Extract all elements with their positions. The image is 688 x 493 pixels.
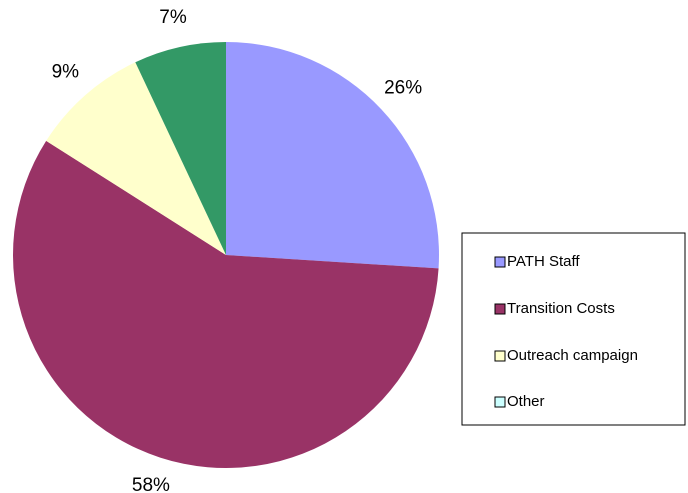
legend-label: Other [507, 393, 545, 410]
data-label: 26% [384, 78, 422, 99]
legend-label: Outreach campaign [507, 347, 638, 364]
data-label: 58% [132, 475, 170, 493]
legend-swatch [494, 350, 506, 362]
data-label: 9% [52, 62, 80, 83]
pie-slice [135, 42, 226, 255]
pie-slice [226, 42, 439, 269]
legend-label: PATH Staff [507, 253, 580, 270]
legend-label: Transition Costs [507, 300, 615, 317]
data-label: 7% [159, 7, 187, 28]
legend-swatch [494, 256, 506, 268]
pie-slice [13, 140, 439, 468]
pie-slice [46, 62, 226, 256]
legend-swatch [494, 396, 506, 408]
legend-swatch [494, 303, 506, 315]
